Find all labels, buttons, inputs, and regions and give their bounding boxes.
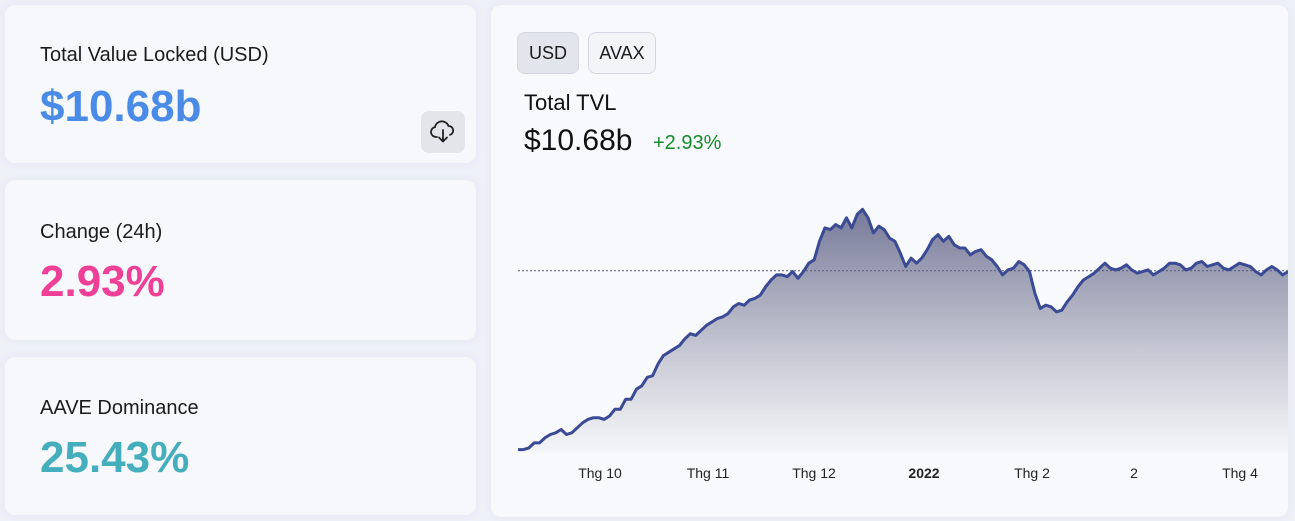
chart-change: +2.93% bbox=[653, 132, 722, 154]
tvl-card: Total Value Locked (USD) $10.68b bbox=[5, 5, 476, 163]
cloud-download-icon bbox=[430, 120, 455, 143]
x-tick-label: 2 bbox=[1130, 465, 1138, 481]
chart-title: Total TVL bbox=[524, 90, 617, 115]
download-button[interactable] bbox=[421, 111, 465, 153]
tvl-area-fill bbox=[518, 209, 1288, 453]
dominance-label: AAVE Dominance bbox=[40, 397, 199, 419]
dominance-card: AAVE Dominance 25.43% bbox=[5, 357, 476, 515]
tvl-area-chart[interactable]: Thg 10 Thg 11 Thg 12 2022 Thg 2 2 Thg 4 bbox=[491, 5, 1288, 517]
tvl-label: Total Value Locked (USD) bbox=[40, 44, 269, 66]
usd-toggle-button[interactable]: USD bbox=[517, 32, 579, 74]
x-tick-label: Thg 4 bbox=[1222, 465, 1258, 481]
change-label: Change (24h) bbox=[40, 221, 163, 243]
tvl-series-line bbox=[518, 207, 1288, 452]
change-card: Change (24h) 2.93% bbox=[5, 180, 476, 340]
x-tick-label: Thg 12 bbox=[792, 465, 836, 481]
dominance-value: 25.43% bbox=[40, 433, 190, 482]
tvl-chart-card: USD AVAX Total TVL $10.68b +2.93% Thg 10… bbox=[491, 5, 1288, 517]
change-value: 2.93% bbox=[40, 257, 165, 306]
x-tick-label: Thg 11 bbox=[687, 465, 730, 481]
avax-toggle-button[interactable]: AVAX bbox=[588, 32, 656, 74]
chart-value: $10.68b bbox=[524, 124, 633, 157]
x-tick-label: Thg 2 bbox=[1014, 465, 1050, 481]
x-tick-label: Thg 10 bbox=[578, 465, 622, 481]
x-tick-label: 2022 bbox=[908, 465, 939, 481]
tvl-value: $10.68b bbox=[40, 82, 202, 131]
